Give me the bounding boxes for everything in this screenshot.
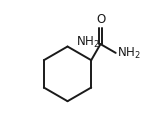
Text: NH$_2$: NH$_2$ (76, 35, 99, 50)
Text: NH$_2$: NH$_2$ (117, 46, 141, 61)
Text: O: O (96, 13, 105, 26)
